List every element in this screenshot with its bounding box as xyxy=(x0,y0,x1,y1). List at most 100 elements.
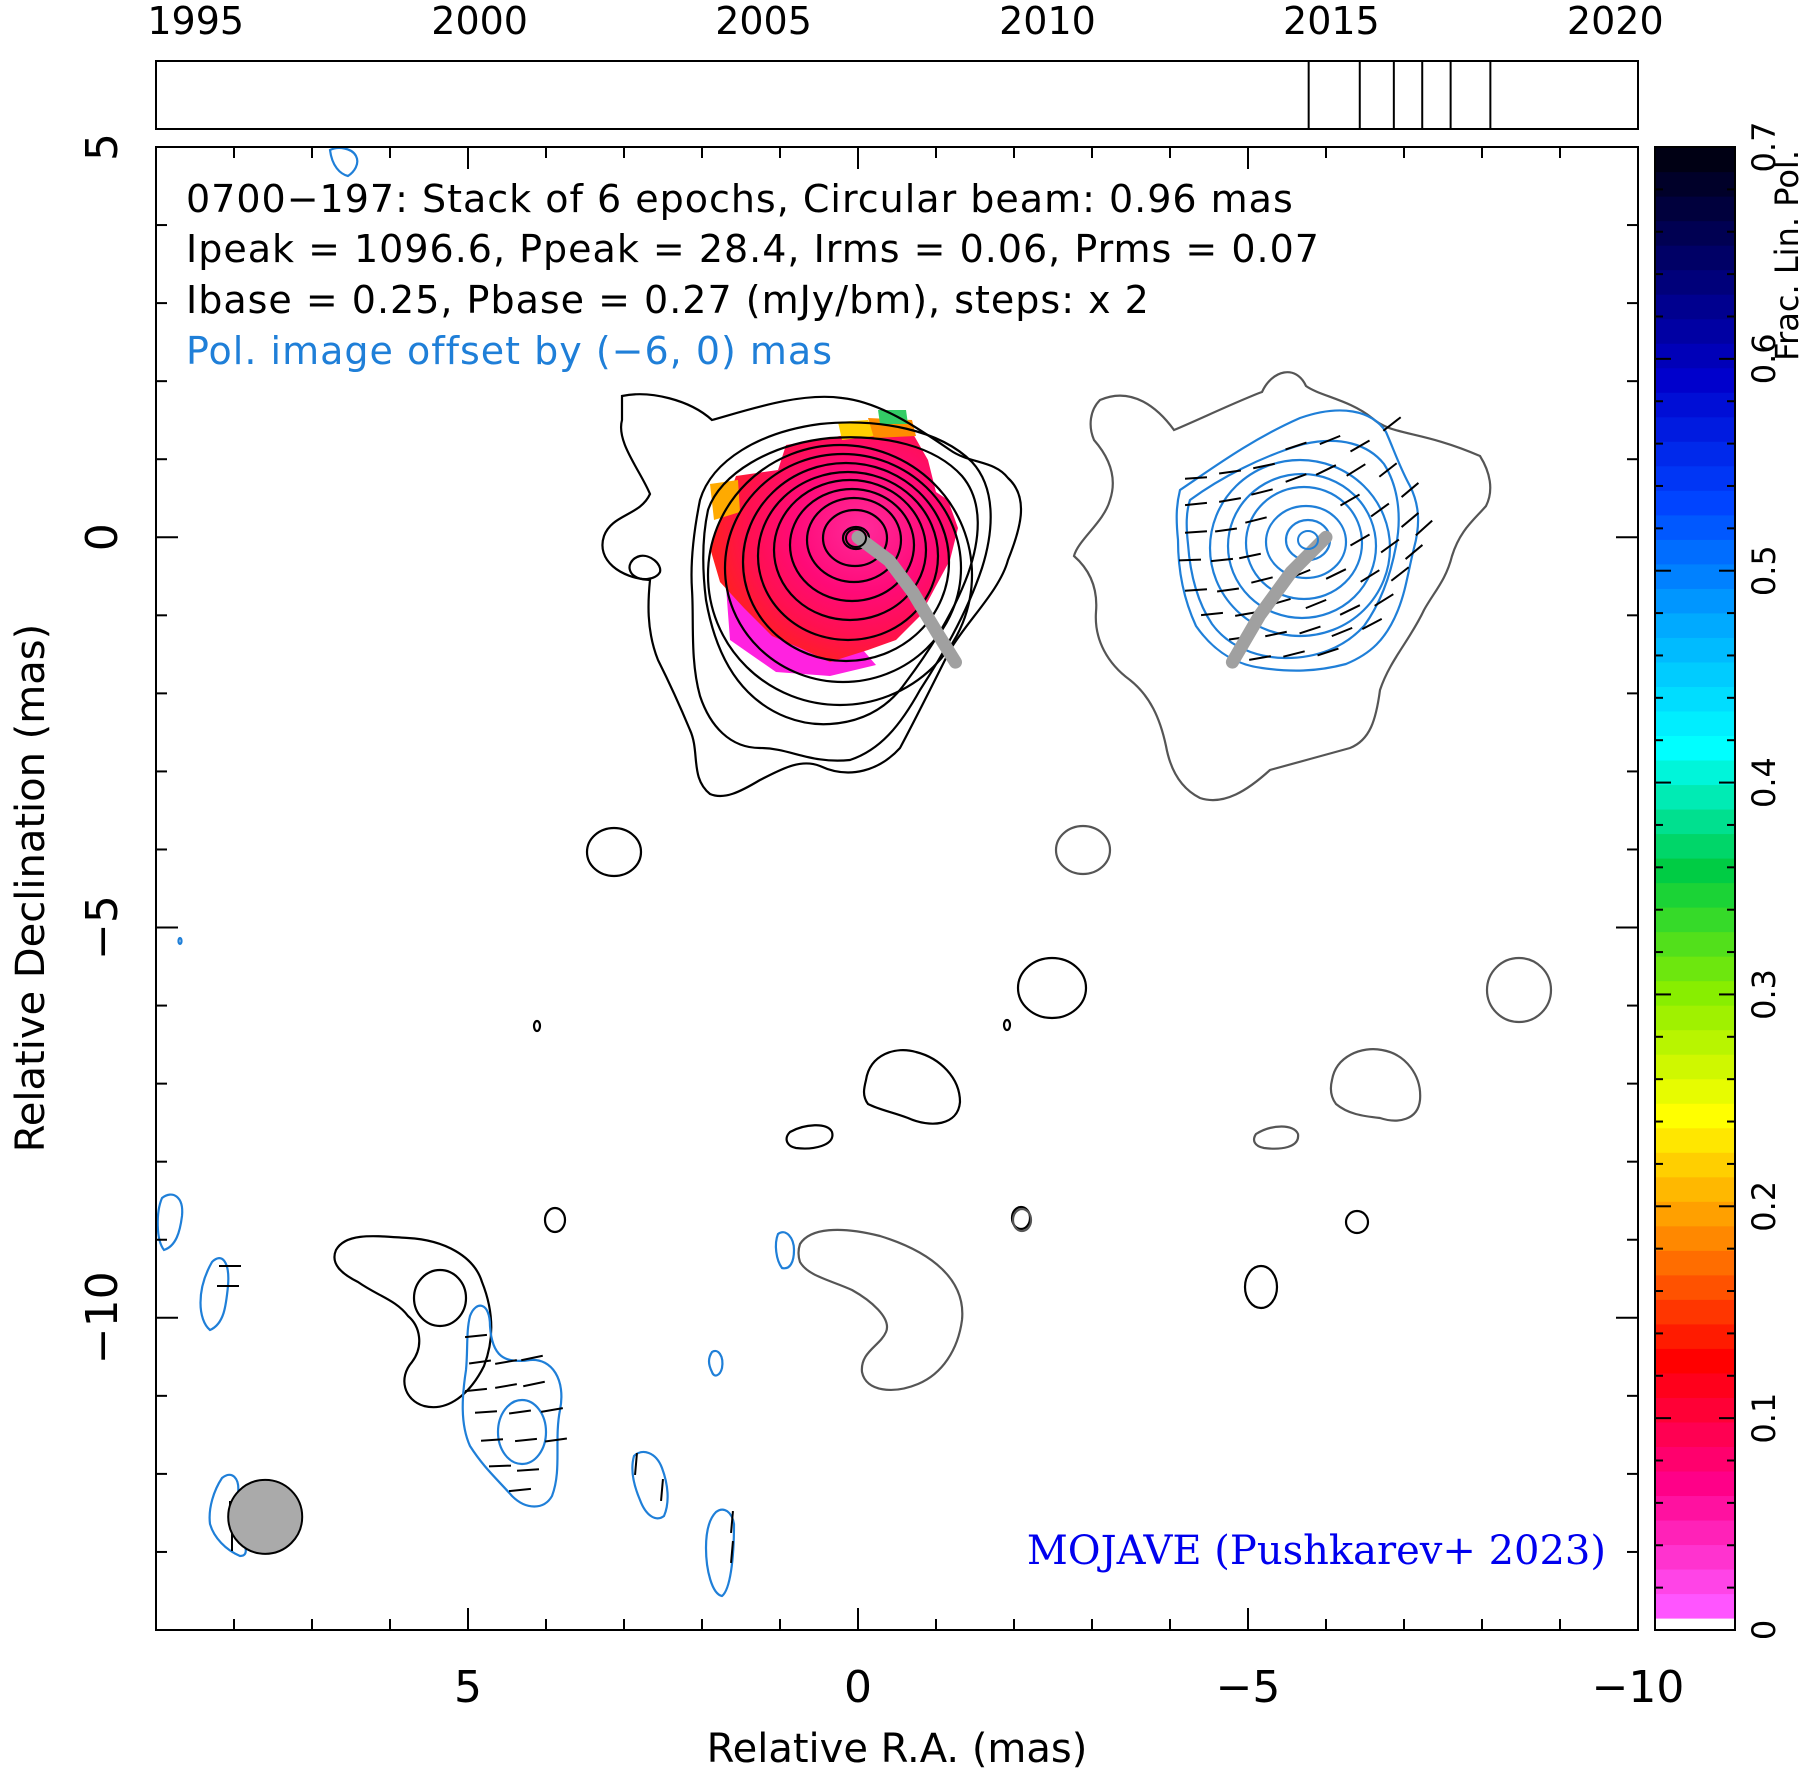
contour-p-blob xyxy=(631,1450,669,1520)
timeline-strip: 1995 2000 2005 2010 2015 2020 xyxy=(147,0,1664,130)
contour-p-5 xyxy=(1244,485,1364,601)
contour-i-blob xyxy=(585,826,643,878)
colorbar-segment xyxy=(1655,956,1735,982)
contour-i-4 xyxy=(706,443,974,707)
timeline-tick-label: 2015 xyxy=(1283,0,1380,43)
colorbar-segment xyxy=(1655,686,1735,712)
y-tick-label: 0 xyxy=(77,523,128,551)
contour-i-9 xyxy=(788,487,916,603)
colorbar-segment xyxy=(1655,490,1735,516)
annotation-line-1: 0700−197: Stack of 6 epochs, Circular be… xyxy=(186,177,1294,221)
colorbar-segment xyxy=(1655,588,1735,614)
evpa-vector xyxy=(1178,558,1202,562)
contour-i-7 xyxy=(756,470,940,642)
evpa-vector xyxy=(1305,598,1327,610)
colorbar-segment xyxy=(1655,1127,1735,1153)
annotation-line-2: Ipeak = 1096.6, Ppeak = 28.4, Irms = 0.0… xyxy=(186,227,1320,271)
evpa-vector xyxy=(1251,488,1273,496)
contour-p-blob xyxy=(707,1349,724,1377)
evpa-vector xyxy=(1216,587,1240,593)
evpa-vector xyxy=(1200,611,1224,617)
evpa-vector xyxy=(523,1380,545,1388)
contour-i-blob xyxy=(1002,1018,1012,1032)
evpa-vector xyxy=(1319,434,1341,446)
contour-p-3 xyxy=(1208,458,1392,638)
colorbar-segment xyxy=(1655,833,1735,859)
evpa-vector xyxy=(1361,617,1383,631)
contour-i-blob xyxy=(1344,1209,1370,1235)
timeline-tick-labels: 1995 2000 2005 2010 2015 2020 xyxy=(147,0,1663,43)
contour-p-base xyxy=(1175,409,1420,672)
colorbar-tick-label: 0.3 xyxy=(1745,969,1783,1020)
contour-p-blob xyxy=(199,1257,230,1332)
evpa-vector xyxy=(1349,439,1371,453)
colorbar-segment xyxy=(1655,294,1735,320)
colorbar-ticks xyxy=(1655,146,1735,1631)
contour-i-blob xyxy=(1243,1264,1279,1310)
colorbar-segment xyxy=(1655,441,1735,467)
contour-i-8 xyxy=(772,478,928,622)
core-marker-pol xyxy=(1297,530,1319,550)
evpa-vector xyxy=(1370,502,1390,518)
colorbar-segment xyxy=(1655,882,1735,908)
colorbar-segment xyxy=(1655,710,1735,736)
contour-p-blob xyxy=(461,1304,563,1508)
evpa-vector xyxy=(1331,626,1353,638)
evpa-vector xyxy=(730,1510,734,1534)
map-axis-ticks xyxy=(155,146,1639,1631)
x-tick-label: 5 xyxy=(454,1662,482,1713)
contour-p-blob xyxy=(156,1193,184,1252)
colorbar-segment xyxy=(1655,808,1735,835)
evpa-vector xyxy=(634,1452,638,1476)
colorbar-segment xyxy=(1655,1519,1735,1546)
evpa-vector xyxy=(1380,538,1400,554)
contour-p-4 xyxy=(1226,472,1378,620)
evpa-vector xyxy=(1299,625,1321,635)
evpa-vector xyxy=(494,1359,518,1365)
evpa-vector xyxy=(1234,611,1258,617)
evpa-vector xyxy=(1382,416,1402,432)
offset-base-contours xyxy=(797,371,1553,1391)
colorbar-segment xyxy=(1655,931,1735,957)
contour-offset-blob xyxy=(1011,1207,1033,1233)
contour-i-hole xyxy=(628,554,662,581)
colorbar-segment xyxy=(1655,1618,1735,1630)
evpa-vector xyxy=(1248,655,1272,661)
contour-i-10 xyxy=(805,496,903,584)
evpa-vector xyxy=(1378,462,1398,478)
evpa-vector xyxy=(1317,647,1339,657)
contour-i-5 xyxy=(723,452,963,684)
frac-pol-region-yellow xyxy=(838,420,876,440)
restoring-beam xyxy=(227,1478,304,1555)
contour-i-3 xyxy=(702,436,979,726)
contour-i-2 xyxy=(690,421,992,762)
colorbar-segment xyxy=(1655,907,1735,933)
contour-p-blob xyxy=(328,147,359,178)
polarization-contours xyxy=(156,147,1420,1598)
colorbar-segment xyxy=(1655,1274,1735,1300)
colorbar-label: Frac. Lin. Pol. xyxy=(1768,150,1806,361)
colorbar-frame xyxy=(1654,146,1736,1631)
colorbar-segment xyxy=(1655,269,1735,295)
colorbar-segment xyxy=(1655,1568,1735,1595)
contour-p-blob xyxy=(774,1231,796,1270)
annotation-line-3: Ibase = 0.25, Pbase = 0.27 (mJy/bm), ste… xyxy=(186,278,1150,322)
colorbar-segment xyxy=(1655,1201,1735,1227)
colorbar-segment xyxy=(1655,245,1735,271)
x-tick-label: 0 xyxy=(844,1662,872,1713)
contour-i-base xyxy=(601,393,1023,798)
timeline-frame xyxy=(155,60,1639,130)
colorbar-segment xyxy=(1655,784,1735,810)
evpa-vector xyxy=(1184,530,1208,534)
evpa-vector xyxy=(1349,533,1371,547)
contour-i-blob xyxy=(1016,956,1088,1020)
contour-p-hole xyxy=(496,1398,548,1466)
plot-frame xyxy=(155,146,1639,1631)
evpa-vector xyxy=(1400,482,1420,498)
colorbar: 0 0.1 0.2 0.3 0.4 0.5 0.6 0.7 Frac. Lin. Pol. xyxy=(1654,122,1806,1640)
colorbar-segment xyxy=(1655,514,1735,540)
y-tick-label: 5 xyxy=(77,133,128,161)
map-axis-tick-labels: 5 0 −5 −10 5 0 −5 −10 xyxy=(77,133,1684,1713)
frac-pol-region-green xyxy=(878,410,908,424)
